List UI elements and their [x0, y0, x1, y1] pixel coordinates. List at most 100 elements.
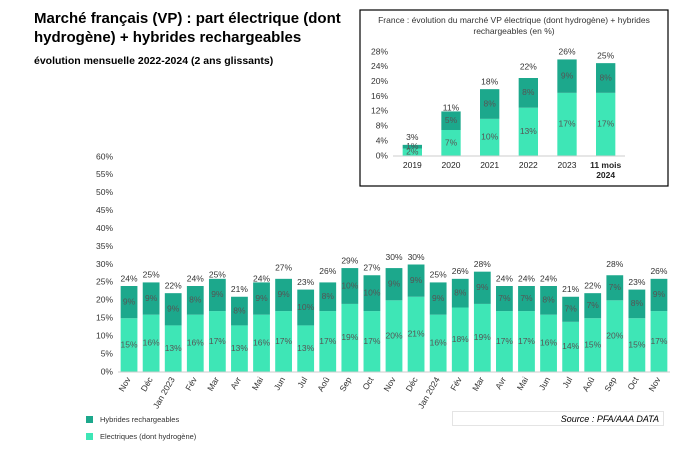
total-label: 11%: [443, 102, 460, 112]
x-tick-label: Sep: [602, 375, 618, 393]
y-tick-label: 15%: [96, 313, 113, 323]
value-label: 9%: [561, 70, 574, 80]
y-tick-label: 28%: [371, 46, 388, 56]
value-label: 8%: [454, 287, 467, 297]
bar-segment: [557, 92, 577, 156]
bar-segment: [562, 296, 580, 322]
x-tick-label: Jul: [560, 375, 574, 390]
value-label: 17%: [363, 336, 380, 346]
value-label: 15%: [584, 339, 601, 349]
value-label: 9%: [432, 293, 445, 303]
bar-segment: [473, 303, 491, 372]
bar-segment: [628, 289, 646, 319]
total-label: 24%: [253, 273, 270, 283]
bar-segment: [441, 130, 461, 156]
bar-segment: [650, 311, 668, 372]
x-tick-label: Avr: [228, 375, 243, 391]
bar-segment: [142, 314, 160, 372]
value-label: 13%: [165, 343, 182, 353]
x-tick-label: 2021: [480, 160, 500, 170]
value-label: 5%: [445, 115, 458, 125]
chart-title: Marché français (VP) : part électrique (…: [34, 10, 341, 46]
total-label: 29%: [341, 255, 358, 265]
bar-segment: [628, 318, 646, 372]
bar-segment: [186, 314, 204, 372]
total-label: 28%: [606, 259, 623, 269]
bar-segment: [319, 282, 337, 312]
x-tick-label: Jun: [537, 375, 553, 392]
bar-segment: [142, 282, 160, 315]
value-label: 17%: [275, 336, 292, 346]
bar-segment: [562, 321, 580, 372]
value-label: 7%: [445, 137, 458, 147]
total-label: 25%: [597, 50, 614, 60]
x-tick-label: Mar: [205, 375, 221, 393]
value-label: 19%: [474, 332, 491, 342]
bar-segment: [596, 92, 616, 156]
bar-segment: [407, 264, 425, 297]
bar-segment: [480, 118, 500, 156]
value-label: 20%: [385, 330, 402, 340]
total-label: 22%: [584, 280, 601, 290]
total-label: 24%: [518, 273, 535, 283]
y-tick-label: 60%: [96, 151, 113, 161]
value-label: 16%: [540, 338, 557, 348]
value-label: 17%: [650, 336, 667, 346]
legend-marker: [86, 416, 93, 423]
y-tick-label: 0%: [101, 366, 114, 376]
bar-segment: [208, 278, 226, 312]
value-label: 17%: [319, 336, 336, 346]
value-label: 16%: [187, 338, 204, 348]
value-label: 8%: [233, 305, 246, 315]
legend-marker: [86, 433, 93, 440]
value-label: 8%: [631, 298, 644, 308]
x-tick-label: Nov: [116, 374, 133, 393]
bar-segment: [363, 275, 381, 312]
value-label: 8%: [600, 72, 613, 82]
y-tick-label: 45%: [96, 205, 113, 215]
total-label: 24%: [187, 273, 204, 283]
bar-segment: [275, 311, 292, 372]
bar-segment: [473, 271, 491, 304]
bar-segment: [518, 311, 535, 372]
y-tick-label: 0%: [376, 150, 389, 160]
bar-segment: [319, 311, 337, 372]
y-tick-label: 4%: [376, 135, 389, 145]
bar-segment: [275, 278, 292, 312]
value-label: 17%: [558, 119, 575, 129]
bar-segment: [518, 78, 538, 108]
x-tick-label: Déc: [404, 374, 421, 393]
y-tick-label: 25%: [96, 277, 113, 287]
value-label: 8%: [484, 98, 497, 108]
value-label: 17%: [209, 336, 226, 346]
value-label: 7%: [520, 293, 533, 303]
bar-segment: [557, 59, 577, 93]
bar-segment: [518, 286, 535, 312]
bar-segment: [540, 314, 557, 372]
total-label: 22%: [165, 280, 182, 290]
total-label: 21%: [231, 284, 248, 294]
x-tick-label: Jul: [295, 375, 309, 390]
value-label: 16%: [430, 338, 447, 348]
x-tick-label: Mai: [515, 375, 531, 392]
value-label: 21%: [408, 329, 425, 339]
total-label: 24%: [540, 273, 557, 283]
bar-segment: [441, 111, 461, 130]
x-tick-label: Avr: [493, 375, 508, 391]
value-label: 14%: [562, 341, 579, 351]
bar-segment: [231, 296, 248, 326]
total-label: 22%: [520, 62, 537, 72]
value-label: 7%: [609, 282, 622, 292]
y-tick-label: 55%: [96, 169, 113, 179]
total-label: 23%: [297, 277, 314, 287]
bar-segment: [596, 63, 616, 93]
value-label: 17%: [518, 336, 535, 346]
value-label: 10%: [341, 280, 358, 290]
bar-segment: [363, 311, 381, 372]
total-label: 30%: [408, 252, 425, 262]
y-tick-label: 16%: [371, 91, 388, 101]
value-label: 17%: [597, 119, 614, 129]
y-tick-label: 24%: [371, 61, 388, 71]
inset-title: France : évolution du marché VP électriq…: [378, 15, 650, 36]
